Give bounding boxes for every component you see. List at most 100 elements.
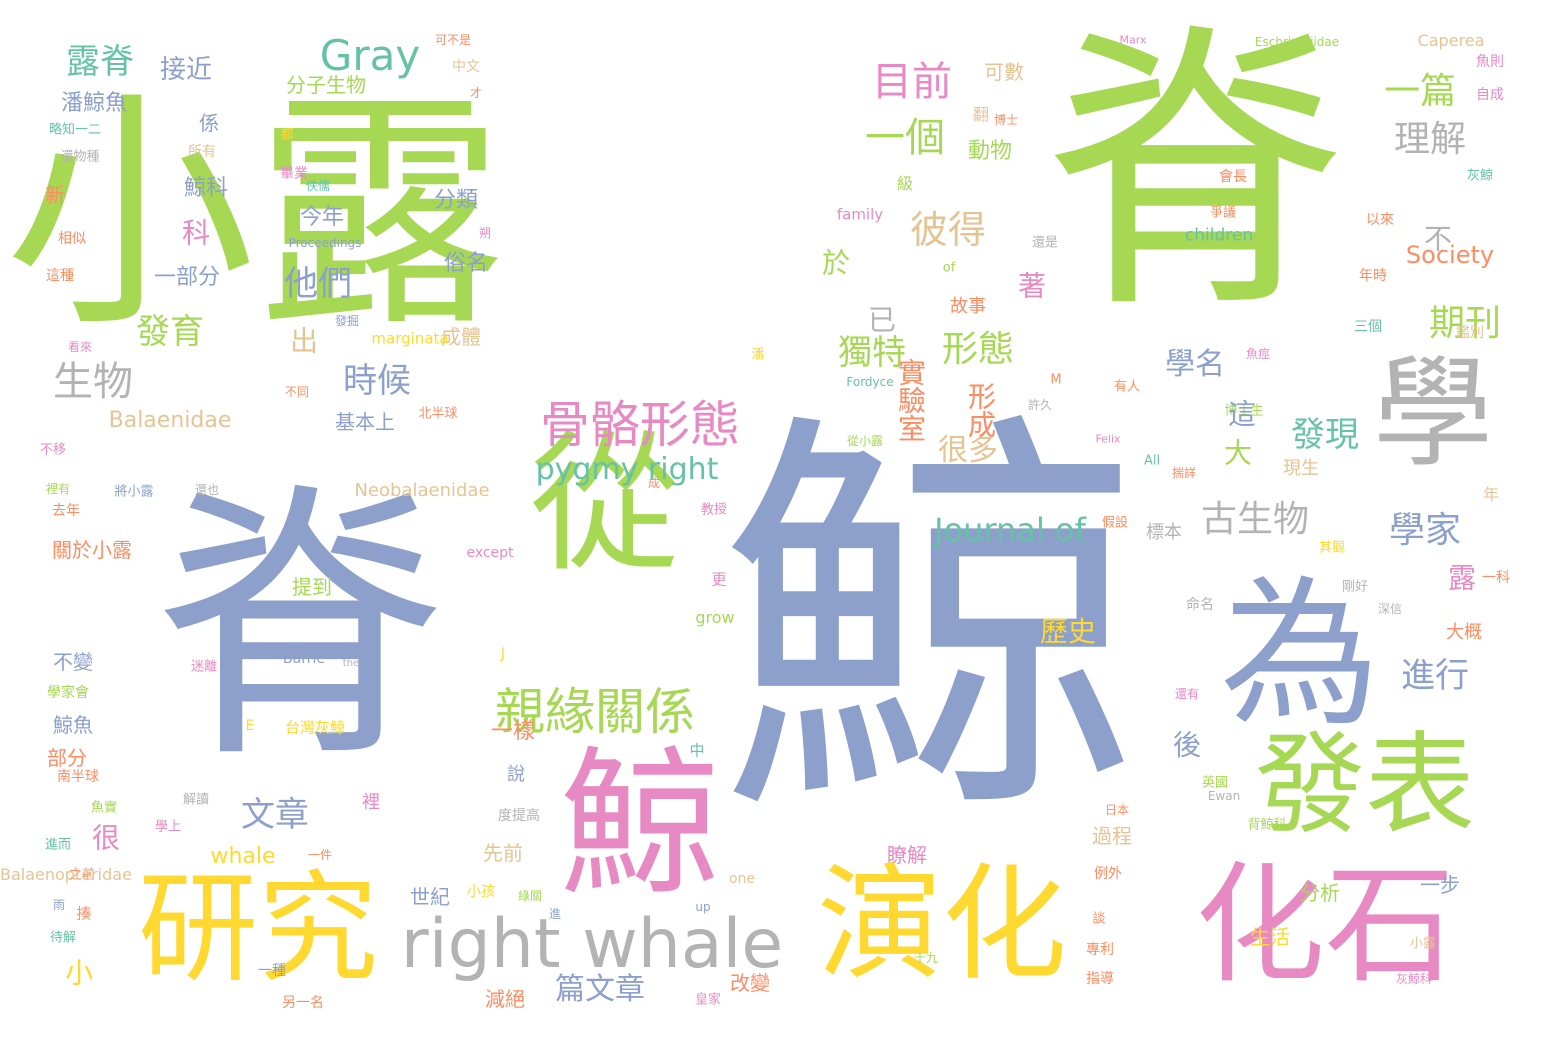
cloud-word: 去年 bbox=[52, 503, 80, 519]
cloud-word: 相似 bbox=[58, 231, 86, 247]
cloud-word: 很多 bbox=[938, 433, 998, 468]
cloud-word: All bbox=[1143, 453, 1161, 469]
cloud-word: of bbox=[942, 260, 956, 276]
cloud-word: 不 bbox=[1420, 224, 1453, 252]
cloud-word: 一樣 bbox=[490, 719, 536, 744]
cloud-word: 三個 bbox=[1354, 319, 1382, 335]
cloud-word: 年前 bbox=[370, 100, 396, 114]
cloud-word: children bbox=[1184, 225, 1254, 246]
cloud-word: 假設 bbox=[1101, 515, 1129, 531]
cloud-word: 學名 bbox=[1165, 347, 1225, 382]
cloud-word: 化石 bbox=[1194, 849, 1456, 1001]
cloud-word: 例外 bbox=[1094, 866, 1122, 882]
cloud-word: 大概 bbox=[1446, 622, 1482, 643]
cloud-word: 一部分 bbox=[153, 265, 221, 290]
cloud-word: the bbox=[342, 658, 360, 669]
cloud-word: 小露 bbox=[5, 69, 505, 360]
cloud-word: Ewan bbox=[1207, 789, 1241, 803]
cloud-word: 俗名 bbox=[443, 251, 489, 276]
cloud-word: 揣詳 bbox=[1171, 466, 1197, 480]
cloud-word: 歷史 bbox=[1039, 615, 1097, 648]
cloud-word: 脊 bbox=[1045, 0, 1345, 349]
cloud-word: marginata bbox=[371, 329, 449, 348]
cloud-word: Balaenopteridae bbox=[0, 865, 132, 884]
cloud-word: 自成 bbox=[1476, 87, 1504, 103]
cloud-word: 迷離 bbox=[190, 659, 218, 675]
cloud-word: Proceedings bbox=[288, 236, 362, 250]
cloud-word: 揍 bbox=[76, 904, 92, 923]
cloud-word: 學家會 bbox=[47, 685, 89, 701]
cloud-word: 時候 bbox=[343, 361, 411, 401]
cloud-word: Barrie bbox=[283, 651, 325, 667]
cloud-word: 皇家 bbox=[694, 992, 722, 1008]
cloud-word: 形態 bbox=[941, 329, 1015, 370]
cloud-word: 年時 bbox=[1359, 268, 1387, 284]
cloud-word: 都 bbox=[280, 127, 294, 143]
cloud-word: 一步 bbox=[1420, 873, 1460, 897]
cloud-word: 很 bbox=[88, 823, 121, 851]
cloud-word: 略知一二 bbox=[48, 122, 102, 138]
cloud-word: 彼得 bbox=[909, 208, 987, 252]
cloud-word: 以來 bbox=[1366, 212, 1394, 228]
cloud-word: 潘 bbox=[751, 347, 765, 363]
cloud-word: 爭議 bbox=[1209, 205, 1237, 221]
cloud-word: 科 bbox=[178, 218, 211, 246]
cloud-word: 綠關 bbox=[517, 889, 543, 903]
cloud-word: 鯨魚 bbox=[53, 713, 93, 737]
cloud-word: Fordyce bbox=[846, 375, 894, 389]
cloud-word: grow bbox=[695, 608, 735, 627]
cloud-word: 期刊 bbox=[1428, 303, 1502, 344]
cloud-word: 佚儒 bbox=[305, 179, 331, 193]
cloud-word: M bbox=[1050, 372, 1062, 388]
cloud-word: 進而 bbox=[44, 837, 72, 853]
cloud-word: 專利 bbox=[1086, 942, 1114, 958]
cloud-word: 從小露 bbox=[846, 434, 884, 448]
cloud-word: 還有 bbox=[1174, 687, 1200, 701]
cloud-word: 部分 bbox=[47, 746, 87, 770]
cloud-word: 許久 bbox=[1027, 398, 1053, 412]
cloud-word: 潘鯨魚 bbox=[60, 91, 128, 116]
cloud-word: Journal of bbox=[934, 511, 1086, 549]
cloud-word: 進行 bbox=[1401, 656, 1469, 696]
cloud-word: 文章 bbox=[241, 795, 309, 835]
cloud-word: pygmy right bbox=[535, 452, 719, 487]
cloud-word: 分析 bbox=[1300, 881, 1340, 905]
cloud-word: 雨 bbox=[52, 898, 66, 912]
cloud-word: 灰鯨科 bbox=[1395, 972, 1433, 986]
cloud-word: 世紀 bbox=[410, 885, 450, 909]
cloud-word: 露 bbox=[1444, 563, 1477, 591]
cloud-word: 分類 bbox=[433, 188, 479, 213]
cloud-word: 才 bbox=[469, 86, 483, 100]
cloud-word: 博士 bbox=[993, 113, 1019, 127]
cloud-word: 提到 bbox=[292, 575, 332, 599]
cloud-word: 進 bbox=[548, 907, 562, 921]
cloud-word: 一件 bbox=[307, 848, 333, 862]
cloud-word: 瞭解 bbox=[887, 843, 927, 867]
cloud-word: 過程 bbox=[1092, 824, 1132, 848]
cloud-word: 朔 bbox=[478, 226, 492, 240]
cloud-word: 可數 bbox=[984, 60, 1024, 84]
cloud-word: 更 bbox=[711, 570, 727, 589]
cloud-word: 裡有 bbox=[45, 482, 71, 496]
cloud-word: 一科 bbox=[1482, 570, 1510, 586]
cloud-word: 減絕 bbox=[485, 987, 525, 1011]
cloud-word: 鯨科 bbox=[183, 176, 229, 201]
cloud-word: 學上 bbox=[154, 819, 182, 835]
cloud-word: 生物 bbox=[53, 359, 133, 405]
cloud-word: 這 bbox=[1224, 399, 1257, 427]
cloud-word: 骨骼形態 bbox=[540, 396, 740, 454]
cloud-word: 大 bbox=[1220, 438, 1253, 466]
cloud-word: Eschrichtiidae bbox=[1254, 35, 1340, 49]
cloud-word: 台灣灰鯨 bbox=[284, 718, 346, 737]
cloud-word: 從 bbox=[529, 418, 681, 592]
cloud-word: Felix bbox=[1095, 432, 1121, 446]
cloud-word: 之前 bbox=[68, 867, 96, 883]
cloud-word: 小孩 bbox=[467, 884, 495, 900]
cloud-word: 鑑別 bbox=[1456, 325, 1484, 341]
cloud-word: 於 bbox=[818, 248, 851, 276]
cloud-word: 將小露 bbox=[114, 484, 154, 500]
cloud-word: J bbox=[500, 646, 506, 662]
cloud-word: 北半球 bbox=[418, 406, 458, 422]
cloud-word: 先前 bbox=[483, 841, 523, 865]
